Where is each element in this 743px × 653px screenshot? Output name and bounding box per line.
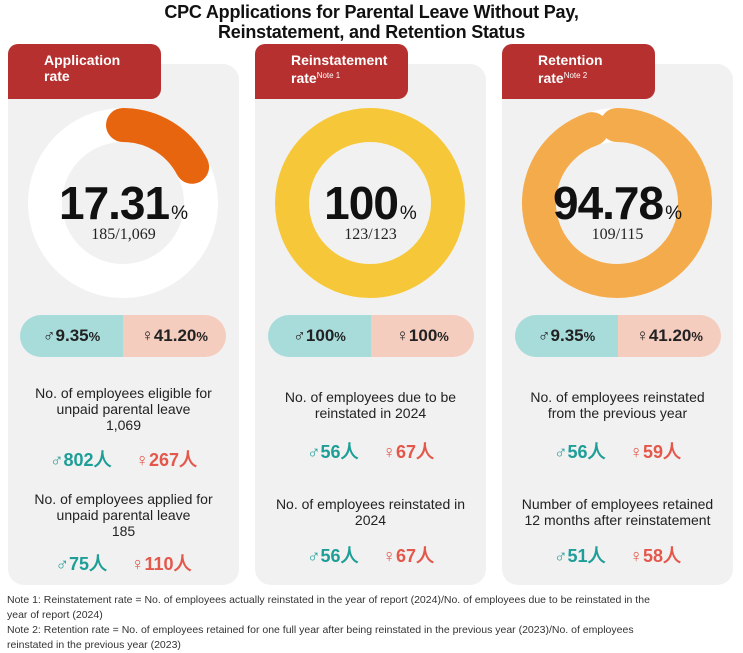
tab-label-line-1: Retention (538, 52, 603, 68)
reinstatement-rate-ratio: 123/123 (344, 226, 397, 243)
chart-title-line-2: Reinstatement, and Retention Status (217, 22, 526, 42)
female-count: ♀67人 (382, 546, 435, 566)
application-rate-value: 17.31% (58, 177, 189, 229)
footnotes: Note 1: Reinstatement rate = No. of empl… (7, 593, 741, 653)
application-rate-tab: Application rate (8, 44, 161, 99)
male-count: ♂802人 (49, 450, 112, 470)
note-ref: Note 1 (316, 71, 341, 80)
application-rate-ratio: 185/1,069 (91, 226, 156, 243)
male-count: ♂56人 (306, 546, 359, 566)
female-rate: ♀100% (371, 315, 474, 357)
retention-rate-donut (522, 108, 712, 298)
male-count: ♂75人 (55, 554, 107, 574)
note-ref: Note 2 (563, 71, 588, 80)
note-1-line-1: Note 1: Reinstatement rate = No. of empl… (7, 594, 650, 606)
reinstatement-rate-value: 100% (324, 177, 417, 229)
retention-rate-ratio: 109/115 (591, 226, 644, 243)
applied-employees-counts: ♂75人 ♀110人 (8, 550, 239, 576)
female-count: ♀267人 (135, 450, 198, 470)
retention-rate-tab: Retention rateNote 2 (502, 44, 655, 99)
retention-rate-value: 94.78% (552, 177, 683, 229)
application-gender-pill: ♂9.35% ♀41.20% (20, 315, 226, 357)
due-reinstated-counts: ♂56人 ♀67人 (255, 438, 486, 464)
female-count: ♀58人 (629, 546, 682, 566)
male-rate: ♂100% (268, 315, 371, 357)
donut-value-arc (522, 108, 712, 298)
female-rate: ♀41.20% (618, 315, 721, 357)
male-count: ♂51人 (553, 546, 606, 566)
male-rate: ♂9.35% (20, 315, 123, 357)
tab-label-line-1: Reinstatement (291, 52, 388, 68)
tab-label-line-2: rate (44, 68, 70, 84)
reinstated-counts: ♂56人 ♀67人 (255, 542, 486, 568)
retained-12-months-counts: ♂51人 ♀58人 (502, 542, 733, 568)
eligible-employees-counts: ♂802人 ♀267人 (8, 446, 239, 472)
female-rate: ♀41.20% (123, 315, 226, 357)
donut-value-arc (275, 108, 465, 299)
male-rate: ♂9.35% (515, 315, 618, 357)
reinstated-label: No. of employees reinstated in 2024 (275, 496, 466, 528)
male-count: ♂56人 (306, 442, 359, 462)
reinstated-previous-year-counts: ♂56人 ♀59人 (502, 438, 733, 464)
note-2-line-1: Note 2: Retention rate = No. of employee… (7, 624, 634, 636)
note-2-line-2: reinstated in the previous year (2023) (7, 639, 181, 651)
tab-label-line-2: rateNote 1 (291, 70, 341, 86)
reinstatement-rate-tab: Reinstatement rateNote 1 (255, 44, 408, 99)
due-reinstated-label: No. of employees due to be reinstated in… (284, 389, 457, 421)
retained-12-months-label: Number of employees retained 12 months a… (521, 496, 714, 528)
reinstatement-rate-donut (275, 108, 465, 299)
note-1-line-2: year of report (2024) (7, 609, 103, 621)
reinstated-previous-year-label: No. of employees reinstated from the pre… (530, 389, 705, 421)
female-count: ♀110人 (130, 554, 192, 574)
eligible-employees-label: No. of employees eligible for unpaid par… (35, 385, 212, 433)
female-count: ♀67人 (382, 442, 435, 462)
applied-employees-label: No. of employees applied for unpaid pare… (34, 491, 213, 539)
chart-title: CPC Applications for Parental Leave With… (0, 2, 743, 42)
male-count: ♂56人 (553, 442, 606, 462)
chart-title-line-1: CPC Applications for Parental Leave With… (164, 2, 579, 22)
donut-value-arc (106, 108, 210, 184)
reinstatement-gender-pill: ♂100% ♀100% (268, 315, 474, 357)
retention-gender-pill: ♂9.35% ♀41.20% (515, 315, 721, 357)
tab-label-line-1: Application (44, 52, 121, 68)
application-rate-donut (28, 108, 218, 298)
female-count: ♀59人 (629, 442, 682, 462)
tab-label-line-2: rateNote 2 (538, 70, 588, 86)
